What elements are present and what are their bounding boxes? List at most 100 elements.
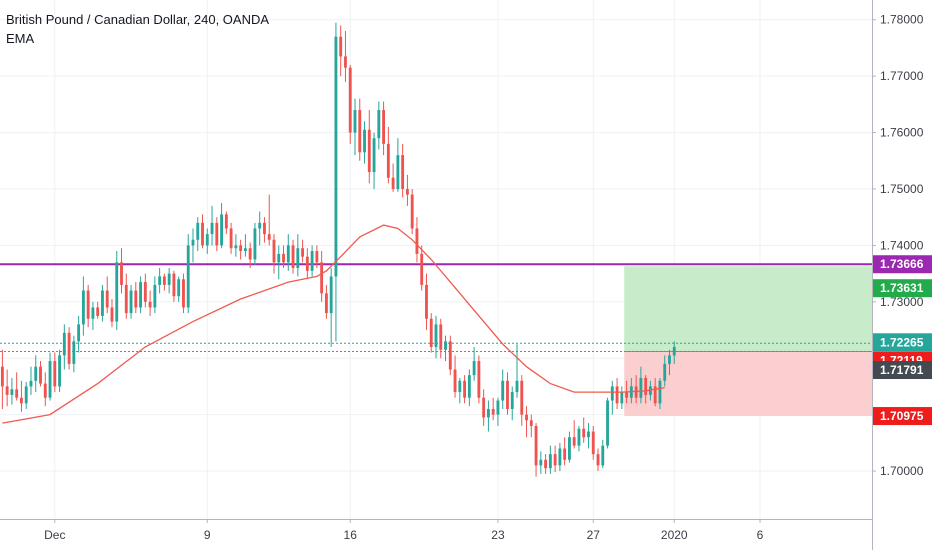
time-axis[interactable]: Dec 9 16 23 27 2020 6 [0, 519, 872, 550]
candle-body [315, 251, 319, 263]
candle-body [587, 431, 590, 438]
candle-body [577, 428, 581, 446]
stop-price-label-bg [873, 407, 932, 426]
candle-body [253, 228, 257, 260]
candle-body [344, 56, 347, 68]
candle-body [201, 222, 204, 246]
candle-body [644, 377, 648, 395]
candle-body [525, 414, 528, 421]
candle-body [310, 251, 314, 271]
indicator-ema-label: EMA [6, 31, 35, 46]
candle-body [672, 346, 676, 356]
candle-body [501, 380, 505, 401]
resistance-price-label-bg [873, 255, 932, 274]
candle-body [224, 214, 228, 229]
resistance-price-label: 1.73666 [880, 257, 924, 271]
time-axis-bg [0, 519, 872, 550]
candle-body [520, 380, 524, 415]
candle-body [153, 284, 157, 308]
candle-body [291, 245, 295, 268]
candle-body [239, 245, 243, 252]
candle-body [548, 454, 552, 469]
grid-layer [0, 0, 872, 519]
candle-body [243, 248, 247, 252]
candle-body [67, 332, 71, 364]
candle-body [191, 239, 195, 246]
candle-body [172, 273, 176, 297]
candle-body [72, 341, 76, 364]
candle-body [496, 400, 500, 415]
price-tick-label: 1.76000 [880, 126, 924, 140]
candle-body [591, 431, 595, 455]
candle-body [572, 437, 576, 446]
candle-body [434, 324, 438, 347]
candle-body [477, 361, 481, 398]
candle-body [515, 380, 519, 393]
current-price-label-bg [873, 361, 932, 380]
candle-body [658, 380, 662, 404]
time-tick-label: 16 [344, 528, 358, 542]
candle-body [286, 245, 290, 263]
candle-body [53, 361, 57, 387]
candle-body [81, 290, 85, 325]
candle-body [334, 36, 338, 277]
candle-body [167, 273, 171, 285]
candle-body [668, 355, 671, 364]
candle-body [425, 284, 428, 319]
candle-body [205, 234, 209, 246]
candle-body [58, 355, 61, 387]
candle-body [534, 425, 538, 466]
candle-body [110, 307, 114, 322]
candle-body [267, 234, 271, 240]
current-price-label: 1.71791 [880, 363, 924, 377]
candle-body [563, 448, 567, 460]
candle-body [653, 386, 657, 404]
candle-body [401, 155, 405, 189]
candle-body [348, 67, 352, 133]
symbol-title: British Pound / Canadian Dollar, 240, OA… [6, 12, 270, 27]
candle-body [506, 380, 509, 409]
price-axis[interactable]: 1.78000 1.77000 1.76000 1.75000 1.74000 1.730… [872, 0, 932, 550]
candle-body [544, 459, 548, 469]
candle-body [453, 369, 457, 393]
candle-body [196, 222, 200, 240]
candle-body [229, 228, 233, 249]
candle-body [91, 307, 95, 319]
candle-body [301, 248, 305, 257]
candle-body [10, 389, 14, 395]
candle-body [439, 324, 443, 350]
candle-body [115, 262, 119, 322]
price-tick-label: 1.74000 [880, 238, 924, 252]
candle-body [391, 177, 395, 189]
candle-body [220, 214, 224, 246]
candle-body [129, 290, 133, 314]
target-price-label: 1.73631 [880, 281, 924, 295]
candle-body [120, 262, 123, 285]
candle-body [353, 110, 357, 133]
candle-body [491, 408, 495, 415]
candle-body [596, 454, 600, 466]
candlestick-series [0, 22, 676, 477]
candle-body [5, 386, 9, 395]
candle-body [296, 248, 300, 268]
price-labels: 1.736661.736311.722651.721191.717911.709… [873, 255, 932, 426]
chart-legend: British Pound / Canadian Dollar, 240, OA… [6, 10, 269, 48]
candle-body [377, 110, 381, 139]
candle-body [39, 366, 42, 384]
candle-body [134, 290, 138, 308]
candle-body [277, 253, 281, 263]
position-zones [624, 266, 872, 417]
time-tick-label: 2020 [661, 528, 688, 542]
price-axis-bg [872, 0, 932, 550]
candle-body [20, 397, 23, 404]
candle-body [620, 392, 624, 404]
candle-body [162, 276, 166, 285]
candle-body [139, 282, 142, 308]
candle-body [105, 290, 109, 308]
candle-body [482, 397, 486, 418]
candle-body [15, 389, 19, 398]
time-tick-label: 6 [757, 528, 764, 542]
candle-body [582, 428, 586, 438]
